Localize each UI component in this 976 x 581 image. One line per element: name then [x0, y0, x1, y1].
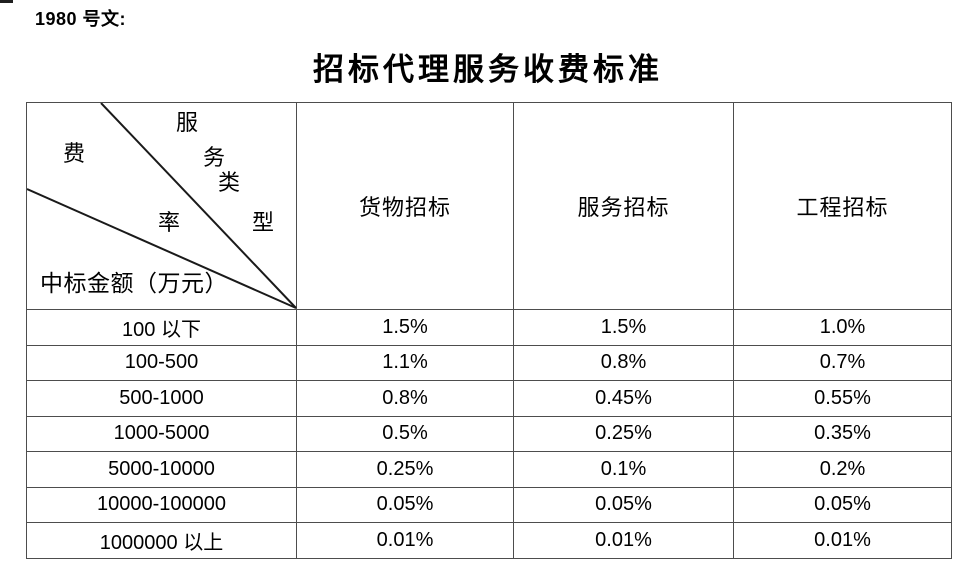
fee-value: 0.05% — [733, 486, 952, 523]
row-axis-label: 中标金额（万元） — [40, 271, 228, 296]
table-row: 5000-10000 0.25% 0.1% 0.2% — [26, 451, 952, 488]
row-label: 1000000 以上 — [26, 522, 297, 559]
table-row: 1000000 以上 0.01% 0.01% 0.01% — [26, 522, 952, 559]
column-header-goods: 货物招标 — [296, 102, 514, 310]
fee-value: 1.5% — [296, 309, 514, 346]
axis-type-char: 类 — [218, 170, 241, 195]
fee-value: 0.5% — [296, 415, 514, 452]
fee-value: 0.8% — [513, 344, 734, 381]
table-row: 10000-100000 0.05% 0.05% 0.05% — [26, 486, 952, 523]
fee-value: 0.01% — [296, 522, 514, 559]
row-label: 1000-5000 — [26, 415, 297, 452]
fee-value: 1.0% — [733, 309, 952, 346]
fee-value: 0.8% — [296, 380, 514, 417]
fee-value: 0.7% — [733, 344, 952, 381]
table-row: 1000-5000 0.5% 0.25% 0.35% — [26, 415, 952, 452]
doc-ref-label: 1980 号文: — [35, 9, 127, 29]
fee-value: 0.01% — [733, 522, 952, 559]
fee-value: 0.2% — [733, 451, 952, 488]
diagonal-header-cell: 服 务 类 型 费 率 中标金额（万元） — [26, 102, 297, 310]
axis-rate-char: 费 — [63, 141, 86, 166]
corner-artifact — [0, 0, 13, 3]
fee-value: 1.1% — [296, 344, 514, 381]
fee-standard-table: 服 务 类 型 费 率 中标金额（万元） 货物招标 服务招标 工程招标 100 … — [26, 102, 952, 559]
fee-value: 0.1% — [513, 451, 734, 488]
table-row: 100 以下 1.5% 1.5% 1.0% — [26, 309, 952, 346]
column-header-services: 服务招标 — [513, 102, 734, 310]
axis-type-char: 务 — [203, 145, 226, 170]
fee-value: 0.05% — [513, 486, 734, 523]
row-label: 10000-100000 — [26, 486, 297, 523]
fee-value: 0.35% — [733, 415, 952, 452]
axis-type-char: 服 — [176, 110, 199, 135]
fee-value: 1.5% — [513, 309, 734, 346]
row-label: 5000-10000 — [26, 451, 297, 488]
axis-rate-char: 率 — [158, 210, 181, 235]
table-row: 500-1000 0.8% 0.45% 0.55% — [26, 380, 952, 417]
fee-value: 0.05% — [296, 486, 514, 523]
axis-type-char: 型 — [252, 210, 275, 235]
fee-value: 0.01% — [513, 522, 734, 559]
page-title: 招标代理服务收费标准 — [313, 52, 663, 87]
fee-value: 0.25% — [296, 451, 514, 488]
table-row: 100-500 1.1% 0.8% 0.7% — [26, 344, 952, 381]
fee-value: 0.45% — [513, 380, 734, 417]
fee-value: 0.55% — [733, 380, 952, 417]
row-label: 100-500 — [26, 344, 297, 381]
table-header-row: 服 务 类 型 费 率 中标金额（万元） 货物招标 服务招标 工程招标 — [26, 102, 952, 310]
diagonal-divider-lines — [27, 103, 297, 309]
column-header-works: 工程招标 — [733, 102, 952, 310]
fee-value: 0.25% — [513, 415, 734, 452]
row-label: 100 以下 — [26, 309, 297, 346]
row-label: 500-1000 — [26, 380, 297, 417]
